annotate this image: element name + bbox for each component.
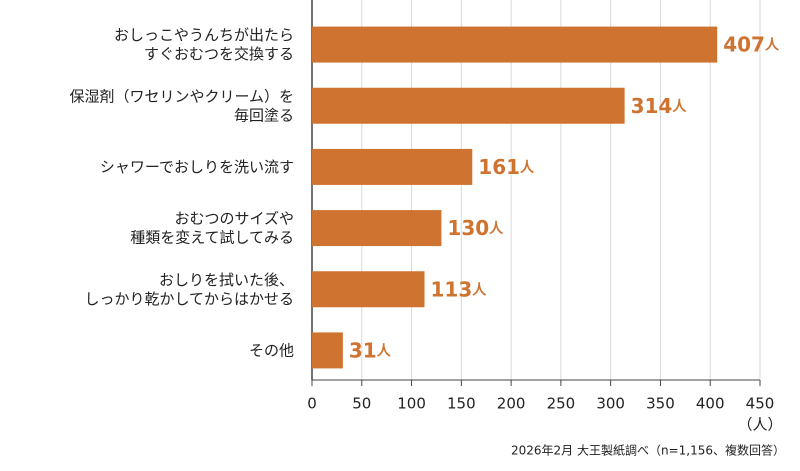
x-axis-label: （人）	[737, 416, 782, 434]
value-label: 161人	[478, 154, 535, 178]
value-number: 31	[349, 338, 377, 362]
bar	[312, 210, 442, 247]
x-tick-label: 50	[352, 395, 371, 413]
x-tick-label: 100	[397, 395, 426, 413]
y-tick-label-line: シャワーでおしりを洗い流す	[100, 157, 294, 175]
y-tick-label-line: 毎回塗る	[234, 106, 294, 124]
x-tick-label: 200	[497, 395, 526, 413]
value-number: 161	[478, 154, 520, 178]
y-tick-label-line: その他	[249, 341, 294, 359]
y-tick-label: シャワーでおしりを洗い流す	[100, 157, 294, 175]
value-label: 31人	[349, 338, 392, 362]
value-unit: 人	[520, 159, 535, 176]
y-tick-label-line: おむつのサイズや	[174, 209, 294, 227]
y-tick-label: おむつのサイズや種類を変えて試してみる	[130, 209, 294, 246]
y-tick-label: 保湿剤（ワセリンやクリーム）を毎回塗る	[69, 87, 294, 124]
y-tick-label: おしっこやうんちが出たらすぐおむつを交換する	[114, 26, 294, 63]
value-unit: 人	[672, 98, 687, 115]
value-number: 130	[447, 216, 489, 240]
value-number: 314	[631, 93, 673, 117]
value-number: 113	[430, 277, 472, 301]
x-tick-label: 300	[596, 395, 625, 413]
bar	[312, 148, 473, 185]
bar	[312, 87, 625, 124]
value-unit: 人	[377, 342, 392, 359]
value-unit: 人	[489, 220, 504, 237]
value-number: 407	[723, 32, 765, 56]
value-label: 113人	[430, 277, 487, 301]
y-tick-label: その他	[249, 341, 294, 359]
x-tick-label: 0	[307, 395, 317, 413]
y-tick-label-line: しっかり乾かしてからはかせる	[84, 289, 294, 307]
y-tick-label-line: おしりを拭いた後、	[159, 270, 294, 288]
bar	[312, 332, 343, 369]
value-unit: 人	[765, 37, 780, 54]
y-tick-label: おしりを拭いた後、しっかり乾かしてからはかせる	[84, 270, 294, 307]
x-tick-label: 450	[746, 395, 775, 413]
bar	[312, 271, 425, 308]
y-tick-label-line: 種類を変えて試してみる	[130, 228, 294, 246]
value-label: 130人	[447, 216, 504, 240]
bar	[312, 26, 718, 63]
x-tick-label: 350	[646, 395, 675, 413]
source-note: 2026年2月 大王製紙調べ（n=1,156、複数回答）	[511, 443, 785, 458]
value-label: 314人	[631, 93, 688, 117]
x-tick-label: 400	[696, 395, 725, 413]
value-unit: 人	[472, 281, 487, 298]
y-tick-label-line: おしっこやうんちが出たら	[114, 26, 294, 44]
x-tick-label: 250	[547, 395, 576, 413]
y-tick-label-line: すぐおむつを交換する	[144, 45, 294, 63]
value-label: 407人	[723, 32, 780, 56]
x-tick-label: 150	[447, 395, 476, 413]
y-tick-label-line: 保湿剤（ワセリンやクリーム）を	[69, 87, 294, 105]
